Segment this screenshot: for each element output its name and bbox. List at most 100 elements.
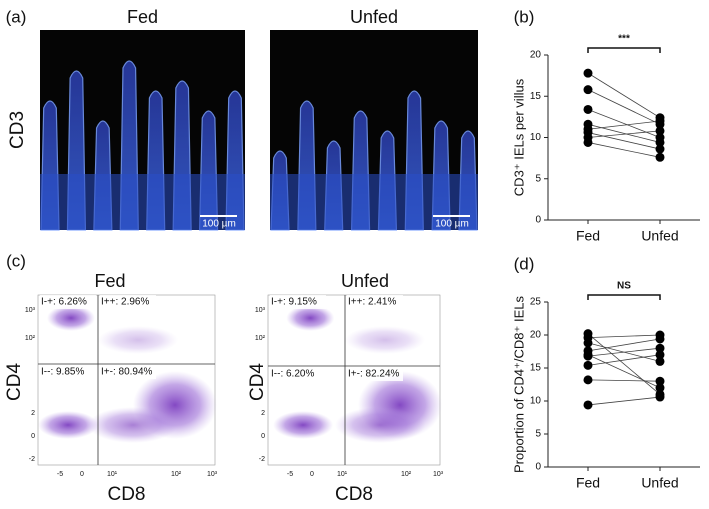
flow-population	[88, 407, 178, 443]
x-tick-label: Unfed	[641, 475, 678, 491]
quadrant-box	[347, 367, 403, 381]
flow-y-tick-label: 0	[31, 433, 35, 440]
quadrant-label: I-+: 6.26%	[41, 297, 87, 308]
flow-y-tick-label: -2	[259, 456, 265, 463]
flow-y-tick-label: 10²	[25, 335, 36, 342]
quadrant-box	[40, 295, 96, 309]
flow-x-tick-label: 10³	[433, 471, 444, 478]
dot	[655, 350, 665, 360]
panel-label: (a)	[6, 7, 27, 26]
dot	[583, 338, 593, 348]
flow-population	[47, 305, 95, 331]
quadrant-box	[100, 365, 156, 379]
y-tick-label: 20	[530, 330, 542, 341]
pair-line	[587, 379, 661, 382]
y-tick-label: 10	[530, 132, 542, 143]
quadrant-label: I--: 9.85%	[41, 367, 84, 378]
flow-x-tick-label: 10²	[171, 471, 182, 478]
dot	[655, 116, 665, 126]
pair-line	[587, 338, 661, 352]
flow-y-tick-label: 10²	[255, 335, 266, 342]
stain-label: CD3	[7, 111, 28, 149]
flow-y-label: CD4	[4, 363, 25, 401]
quadrant-box	[270, 367, 326, 381]
quadrant-label: I++: 2.41%	[348, 297, 396, 308]
dot	[583, 85, 593, 95]
y-axis-label: CD3⁺ IELs per villus	[511, 78, 526, 196]
quadrant-box	[347, 295, 403, 309]
y-tick-label: 0	[535, 215, 541, 226]
flow-y-tick-label: 10³	[25, 307, 36, 314]
flow-y-tick-label: 2	[31, 410, 35, 417]
flow-x-tick-label: 10²	[401, 471, 412, 478]
y-tick-label: 5	[535, 429, 541, 440]
flow-x-tick-label: -5	[57, 471, 63, 478]
dot	[655, 137, 665, 147]
quadrant-label: I-+: 9.15%	[271, 297, 317, 308]
flow-population	[286, 305, 335, 331]
y-tick-label: 25	[530, 297, 542, 308]
dot	[583, 375, 593, 385]
panel-label: (c)	[6, 251, 26, 270]
pair-line	[587, 109, 661, 138]
flow-population	[273, 411, 334, 439]
quadrant-label: I++: 2.96%	[101, 297, 149, 308]
x-tick-label: Unfed	[641, 228, 678, 244]
flow-x-tick-label: 10¹	[337, 471, 348, 478]
dot	[583, 400, 593, 410]
quadrant-box	[270, 295, 326, 309]
dot	[583, 137, 593, 147]
pair-line	[587, 347, 661, 357]
pair-line	[587, 132, 661, 150]
pair-line	[587, 333, 661, 395]
scale-bar-label: 100 µm	[435, 219, 469, 230]
y-tick-label: 20	[530, 50, 542, 61]
flow-x-tick-label: 0	[310, 471, 314, 478]
x-tick-label: Fed	[576, 228, 600, 244]
micrograph-title: Unfed	[350, 7, 398, 27]
y-tick-label: 10	[530, 396, 542, 407]
panel-label: (b)	[514, 7, 535, 26]
flow-x-tick-label: 10¹	[107, 471, 118, 478]
y-tick-label: 5	[535, 173, 541, 184]
dot	[655, 152, 665, 162]
flow-population	[98, 326, 178, 354]
pair-line	[587, 89, 661, 125]
flow-population	[345, 326, 425, 354]
significance-label: NS	[617, 281, 631, 292]
flow-title: Fed	[94, 271, 125, 291]
y-tick-label: 0	[535, 462, 541, 473]
flow-y-tick-label: 0	[261, 433, 265, 440]
dot	[655, 334, 665, 344]
x-tick-label: Fed	[576, 475, 600, 491]
flow-y-tick-label: 2	[261, 410, 265, 417]
pair-line	[587, 72, 661, 119]
mucosa	[40, 174, 245, 230]
dot	[655, 343, 665, 353]
dot	[655, 126, 665, 136]
flow-x-label: CD8	[107, 484, 145, 505]
dot	[655, 144, 665, 154]
flow-x-tick-label: 0	[80, 471, 84, 478]
dot	[583, 104, 593, 114]
flow-x-label: CD8	[335, 484, 373, 505]
dot	[583, 360, 593, 370]
dot	[583, 351, 593, 361]
dot	[655, 376, 665, 386]
y-axis-label: Proportion of CD4⁺/CD8⁺ IELs	[511, 295, 526, 473]
pair-line	[587, 334, 661, 339]
quadrant-label: I+-: 80.94%	[101, 367, 153, 378]
flow-population	[335, 407, 425, 443]
pair-line	[587, 396, 661, 406]
mucosa	[270, 174, 478, 230]
flow-y-tick-label: 10³	[255, 307, 266, 314]
quadrant-box	[40, 365, 96, 379]
quadrant-label: I--: 6.20%	[271, 369, 314, 380]
pair-line	[587, 120, 661, 130]
flow-population	[38, 411, 98, 439]
significance-label: ***	[618, 34, 630, 45]
quadrant-label: I+-: 82.24%	[348, 369, 400, 380]
flow-y-tick-label: -2	[29, 456, 35, 463]
flow-x-tick-label: 10³	[207, 471, 218, 478]
